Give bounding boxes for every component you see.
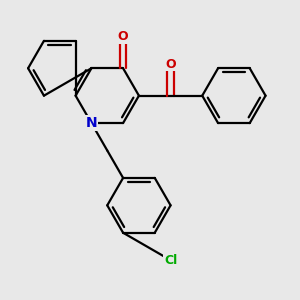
Text: O: O (165, 58, 176, 70)
Text: O: O (118, 30, 128, 43)
Text: Cl: Cl (164, 254, 177, 267)
Text: N: N (85, 116, 97, 130)
